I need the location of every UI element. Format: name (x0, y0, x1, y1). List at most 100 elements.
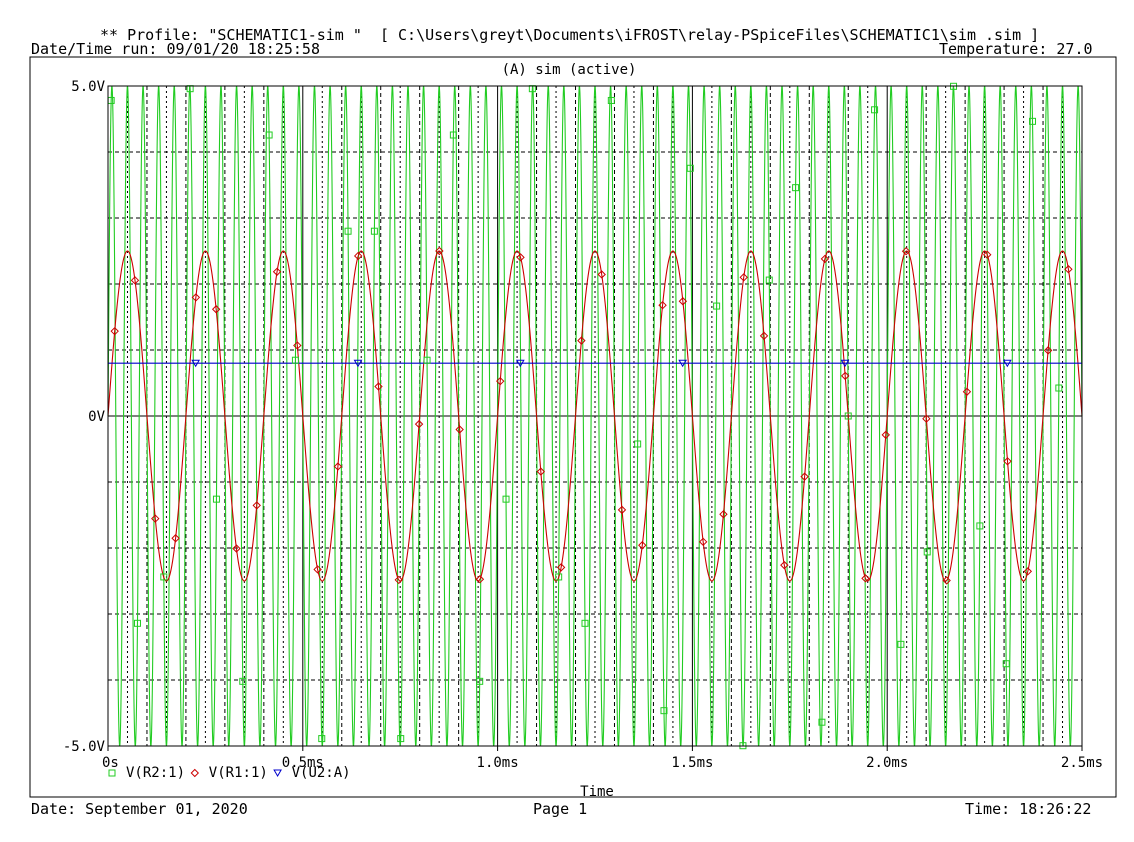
marker-diamond (556, 563, 566, 572)
marker-diamond (211, 305, 221, 314)
marker-square (318, 735, 326, 743)
marker-square (133, 619, 141, 627)
marker-diamond (190, 768, 200, 778)
series-markers (107, 82, 1073, 750)
marker-diamond (962, 387, 972, 396)
marker-diamond (861, 574, 870, 583)
marker-triangle (840, 359, 850, 368)
marker-diamond (1023, 567, 1033, 576)
marker-diamond (435, 246, 444, 256)
marker-triangle (515, 359, 525, 368)
marker-diamond (658, 300, 667, 310)
run-datetime: Date/Time run: 09/01/20 18:25:58 (31, 40, 320, 58)
footer-time: Time: 18:26:22 (965, 800, 1092, 818)
marker-square (423, 356, 431, 364)
marker-diamond (759, 331, 769, 341)
marker-square (370, 227, 378, 235)
marker-square (660, 707, 668, 715)
marker-diamond (191, 293, 201, 302)
marker-square (555, 573, 563, 581)
marker-square (212, 495, 220, 503)
marker-square (897, 640, 905, 648)
marker-diamond (232, 544, 241, 553)
plot-border (107, 85, 1083, 747)
marker-diamond (739, 273, 748, 282)
marker-square (765, 276, 773, 284)
x-tick-label: 0s (102, 755, 119, 771)
marker-triangle (1002, 359, 1012, 368)
marker-diamond (252, 501, 261, 510)
x-tick-label: 1.0ms (477, 755, 519, 771)
marker-diamond (151, 514, 160, 523)
marker-square (844, 412, 852, 420)
marker-triangle (191, 359, 201, 368)
marker-diamond (922, 414, 931, 423)
marker-square (607, 96, 615, 104)
marker-diamond (901, 246, 911, 256)
marker-square (871, 106, 879, 114)
x-tick-label: 1.5ms (671, 755, 713, 771)
marker-diamond (678, 297, 688, 306)
marker-diamond (800, 472, 809, 481)
marker-diamond (617, 505, 627, 515)
y-tick-label: -5.0V (63, 739, 106, 755)
marker-triangle (678, 359, 688, 368)
y-tick-label: 5.0V (71, 79, 105, 95)
y-tick-label: 0V (88, 409, 105, 425)
marker-diamond (1003, 457, 1012, 466)
marker-diamond (313, 565, 322, 574)
temperature-readout: Temperature: 27.0 (939, 40, 1093, 58)
marker-diamond (638, 541, 647, 550)
marker-square (397, 735, 405, 743)
marker-diamond (130, 276, 140, 285)
legend-entry: V(U2:A) (292, 765, 351, 781)
legend-entry: V(R1:1) (209, 765, 268, 781)
marker-square (160, 573, 168, 581)
x-tick-label: 2.5ms (1061, 755, 1103, 771)
marker-diamond (171, 534, 180, 543)
window-frame (29, 56, 1117, 798)
marker-diamond (333, 462, 343, 471)
legend: V(R2:1) V(R1:1) V(U2:A) (108, 765, 351, 781)
marker-diamond (1043, 346, 1053, 355)
marker-diamond (394, 575, 403, 585)
marker-diamond (455, 425, 464, 434)
marker-square (1055, 384, 1063, 392)
marker-triangle (353, 359, 363, 368)
marker-square (239, 677, 247, 685)
marker-diamond (780, 560, 789, 570)
legend-entry: V(R2:1) (126, 765, 185, 781)
marker-square (818, 718, 826, 726)
marker-diamond (983, 250, 992, 259)
marker-diamond (840, 371, 850, 381)
x-tick-label: 2.0ms (866, 755, 908, 771)
marker-square (923, 548, 931, 556)
footer-date: Date: September 01, 2020 (31, 800, 248, 818)
marker-square (344, 227, 352, 235)
marker-square (476, 677, 484, 685)
marker-square (108, 769, 116, 777)
marker-diamond (414, 419, 424, 429)
marker-diamond (577, 336, 586, 345)
marker-square (686, 164, 694, 172)
marker-diamond (353, 251, 363, 261)
x-axis-label: Time (580, 784, 614, 800)
marker-square (1002, 660, 1010, 668)
marker-diamond (516, 253, 525, 262)
marker-square (265, 131, 273, 139)
marker-square (976, 522, 984, 530)
marker-diamond (110, 326, 119, 336)
marker-diamond (881, 430, 890, 440)
marker-diamond (1064, 265, 1073, 274)
marker-diamond (496, 376, 505, 386)
axes: -5.0V 0V 5.0V 0s 0.5ms 1.0ms 1.5ms 2.0ms 2.5ms (63, 79, 1103, 771)
marker-diamond (374, 382, 383, 391)
marker-square (449, 131, 457, 139)
marker-diamond (293, 341, 302, 350)
marker-diamond (942, 576, 951, 585)
x-tick-label: 0.5ms (282, 755, 324, 771)
marker-square (713, 302, 721, 310)
marker-diamond (475, 575, 485, 584)
footer-page: Page 1 (533, 800, 588, 818)
